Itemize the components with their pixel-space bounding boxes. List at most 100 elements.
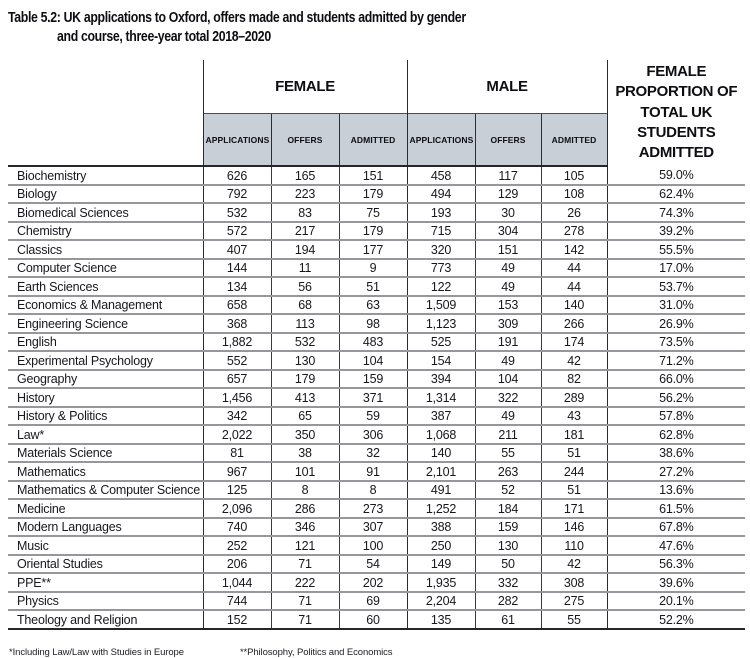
value-cell: 71	[270, 610, 339, 629]
footnotes: *Including Law/Law with Studies in Europ…	[8, 647, 745, 658]
value-cell: 1,882	[202, 332, 271, 352]
value-cell: 8	[338, 480, 408, 500]
course-header-spacer	[8, 60, 204, 114]
value-cell: 792	[202, 184, 271, 204]
value-cell: 263	[474, 462, 542, 481]
value-cell: 110	[540, 536, 608, 555]
value-cell: 332	[474, 573, 542, 592]
value-cell: 1,509	[406, 295, 476, 315]
proportion-cell: 17.0%	[606, 258, 746, 278]
proportion-cell: 61.5%	[606, 499, 746, 518]
value-cell: 307	[338, 517, 408, 537]
proportion-cell: 39.6%	[606, 573, 746, 592]
value-cell: 104	[474, 369, 542, 389]
value-cell: 1,935	[406, 573, 476, 592]
course-cell: Physics	[17, 594, 59, 609]
course-cell: Biochemistry	[17, 168, 87, 183]
value-cell: 306	[338, 425, 408, 444]
table-row: Biomedical Sciences 532 83 75 193 30 26 74.3%	[8, 203, 746, 222]
table-row: Medicine 2,096 286 273 1,252 184 171 61.5%	[8, 499, 746, 518]
proportion-cell: 62.4%	[606, 184, 746, 204]
value-cell: 55	[474, 443, 542, 463]
value-cell: 55	[540, 610, 608, 629]
table-row: History & Politics 342 65 59 387 49 43 57.8%	[8, 406, 746, 426]
course-cell: Experimental Psychology	[17, 353, 153, 368]
course-subheader-spacer	[8, 113, 204, 168]
male-admitted-header: ADMITTED	[540, 113, 608, 168]
value-cell: 211	[474, 425, 542, 444]
value-cell: 152	[202, 610, 271, 629]
value-cell: 174	[540, 332, 608, 352]
value-cell: 91	[338, 462, 408, 481]
value-cell: 407	[202, 240, 271, 259]
table-row: Physics 744 71 69 2,204 282 275 20.1%	[8, 591, 746, 611]
proportion-cell: 13.6%	[606, 480, 746, 500]
value-cell: 69	[338, 591, 408, 611]
value-cell: 32	[338, 443, 408, 463]
value-cell: 49	[474, 277, 542, 296]
value-cell: 773	[406, 258, 476, 278]
value-cell: 552	[202, 351, 271, 370]
course-cell: Medicine	[17, 501, 66, 516]
value-cell: 113	[270, 314, 339, 333]
value-cell: 98	[338, 314, 408, 333]
value-cell: 278	[540, 221, 608, 241]
male-group-header: MALE	[407, 60, 608, 114]
table-row: Chemistry 572 217 179 715 304 278 39.2%	[8, 221, 746, 241]
value-cell: 250	[406, 536, 476, 555]
value-cell: 149	[406, 554, 476, 574]
value-cell: 494	[406, 184, 476, 204]
value-cell: 177	[338, 240, 408, 259]
course-cell: Chemistry	[17, 224, 72, 239]
table-row: Earth Sciences 134 56 51 122 49 44 53.7%	[8, 277, 746, 296]
value-cell: 967	[202, 462, 271, 481]
proportion-cell: 38.6%	[606, 443, 746, 463]
value-cell: 83	[270, 203, 339, 222]
value-cell: 657	[202, 369, 271, 389]
value-cell: 202	[338, 573, 408, 592]
value-cell: 51	[338, 277, 408, 296]
value-cell: 105	[540, 166, 608, 185]
value-cell: 2,204	[406, 591, 476, 611]
value-cell: 1,314	[406, 388, 476, 407]
table-row: Mathematics & Computer Science 125 8 8 491 52…	[8, 480, 746, 500]
value-cell: 387	[406, 406, 476, 426]
value-cell: 191	[474, 332, 542, 352]
table-row: Oriental Studies 206 71 54 149 50 42 56.3%	[8, 554, 746, 574]
course-cell: Engineering Science	[17, 316, 128, 331]
value-cell: 740	[202, 517, 271, 537]
value-cell: 44	[540, 277, 608, 296]
value-cell: 125	[202, 480, 271, 500]
value-cell: 151	[338, 166, 408, 185]
table-row: PPE** 1,044 222 202 1,935 332 308 39.6%	[8, 573, 746, 592]
value-cell: 206	[202, 554, 271, 574]
course-cell: Economics & Management	[17, 298, 162, 313]
table-row: Materials Science 81 38 32 140 55 51 38.6%	[8, 443, 746, 463]
value-cell: 135	[406, 610, 476, 629]
table-row: Law* 2,022 350 306 1,068 211 181 62.8%	[8, 425, 746, 444]
value-cell: 154	[406, 351, 476, 370]
female-group-header: FEMALE	[203, 60, 408, 114]
table-row: Geography 657 179 159 394 104 82 66.0%	[8, 369, 746, 389]
value-cell: 26	[540, 203, 608, 222]
table-row: Mathematics 967 101 91 2,101 263 244 27.2%	[8, 462, 746, 481]
proportion-cell: 52.2%	[606, 610, 746, 629]
value-cell: 8	[270, 480, 339, 500]
value-cell: 60	[338, 610, 408, 629]
value-cell: 2,101	[406, 462, 476, 481]
proportion-cell: 66.0%	[606, 369, 746, 389]
footnote-ppe: **Philosophy, Politics and Economics	[239, 646, 393, 658]
value-cell: 101	[270, 462, 339, 481]
value-cell: 151	[474, 240, 542, 259]
value-cell: 273	[338, 499, 408, 518]
value-cell: 371	[338, 388, 408, 407]
value-cell: 59	[338, 406, 408, 426]
value-cell: 130	[474, 536, 542, 555]
proportion-cell: 62.8%	[606, 425, 746, 444]
value-cell: 44	[540, 258, 608, 278]
value-cell: 320	[406, 240, 476, 259]
value-cell: 38	[270, 443, 339, 463]
value-cell: 388	[406, 517, 476, 537]
value-cell: 43	[540, 406, 608, 426]
value-cell: 346	[270, 517, 339, 537]
